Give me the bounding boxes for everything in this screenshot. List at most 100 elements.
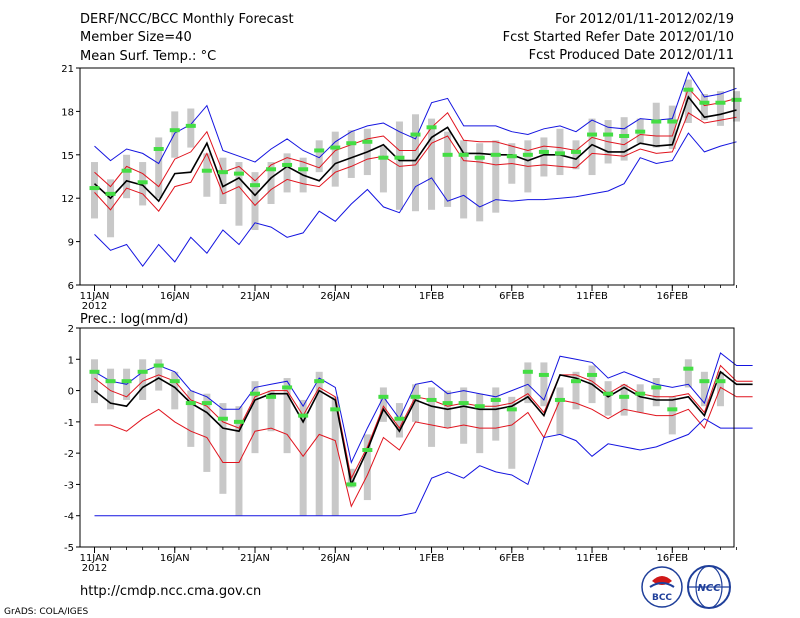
panel-title: Mean Surf. Temp.: °C [80,49,216,64]
series-line-lower [94,112,737,213]
median-marker [250,391,260,396]
median-marker [105,191,116,196]
spread-bar [219,157,227,204]
spread-bar [460,140,468,219]
median-marker [426,397,437,402]
forecast-produced-date: Fcst Produced Date 2012/01/11 [529,48,734,63]
spread-bar [91,359,98,404]
bcc-logo-text: BCC [652,593,672,603]
median-marker [619,133,630,138]
median-marker [474,404,485,409]
median-marker [266,167,277,172]
median-marker [554,151,565,156]
median-marker [651,119,662,124]
series-line-upper [94,87,737,188]
spread-bar [716,371,724,407]
spread-bar [540,137,548,177]
median-marker [394,416,405,421]
forecast-period: For 2012/01/11-2012/02/19 [555,12,734,27]
median-marker [282,162,293,167]
median-marker [474,155,485,160]
spread-bar [363,434,371,501]
median-marker [715,100,726,105]
y-tick-label: 2 [68,324,74,335]
median-marker [378,155,389,160]
median-marker [635,391,646,396]
median-marker [121,379,132,384]
median-marker [667,407,678,412]
spread-bar [428,387,436,447]
series-line-max [94,352,753,465]
y-tick-label: -3 [64,480,74,491]
spread-bar [315,371,323,516]
x-tick-label: 11FEB [576,553,608,564]
spread-bar [235,162,243,226]
spread-bar [155,137,163,199]
median-marker [137,369,148,374]
spread-bar [91,162,98,219]
spread-bar [251,381,259,454]
median-marker [603,132,614,137]
y-tick-label: -2 [64,449,74,460]
median-marker [571,149,581,154]
median-marker [137,180,148,185]
x-tick-label: 1FEB [419,553,444,564]
median-marker [731,97,742,102]
spread-bar [283,378,291,454]
median-marker [683,87,694,92]
spread-bar [171,371,179,410]
median-marker [266,394,277,399]
spread-bar [668,105,676,150]
x-tick-label: 1FEB [419,291,444,302]
spread-bar [476,143,484,222]
spread-bar [203,153,211,197]
y-tick-label: 12 [61,194,74,205]
median-marker [346,141,357,146]
median-marker [506,407,517,412]
spread-bar [267,162,275,204]
median-marker [683,366,694,371]
median-marker [250,183,260,188]
median-marker [346,482,357,487]
spread-bar [267,390,275,432]
x-tick-label: 26JAN [320,291,350,302]
median-marker [522,369,533,374]
spread-bar [107,368,115,410]
median-marker [667,119,678,124]
spread-bar [347,130,355,178]
median-marker [587,372,598,377]
median-marker [619,394,630,399]
y-tick-label: 15 [61,151,74,162]
spread-bar [572,371,580,410]
median-marker [554,397,565,402]
median-marker [89,369,100,374]
x-tick-label: 11FEB [576,291,608,302]
ncc-logo: NCC [687,565,731,609]
spread-bar [524,362,532,404]
spread-bar [700,371,708,407]
median-marker [362,448,373,453]
spread-bar [379,146,387,193]
y-tick-label: -5 [64,543,74,554]
median-marker [185,401,196,406]
panel-title: Prec.: log(mm/d) [80,312,188,327]
spread-bar [395,121,403,210]
spread-bar [187,108,195,148]
median-marker [442,401,453,406]
median-marker [153,147,164,152]
median-marker [410,132,421,137]
spread-bar [716,91,724,126]
x-tick-label: 6FEB [499,553,524,564]
median-marker [217,416,228,421]
spread-bar [315,140,323,173]
spread-bar [139,359,147,400]
median-marker [314,148,325,153]
y-tick-label: 21 [61,64,74,75]
x-year-label: 2012 [82,301,107,312]
spread-bar [460,387,468,444]
median-marker [362,139,373,144]
x-tick-label: 16JAN [160,291,190,302]
precipitation-panel: -5 -4 -3 -2 -1 0 1 2 11JAN 16JAN 21JAN 26JAN 1FEB 6FE… [64,312,753,574]
median-marker [217,170,228,175]
